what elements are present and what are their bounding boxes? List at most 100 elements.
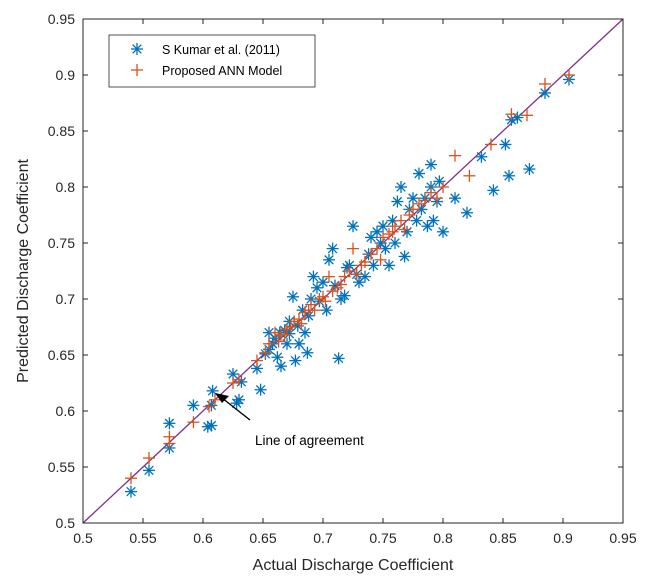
point-asterisk — [395, 181, 407, 193]
x-tick-label: 0.65 — [249, 530, 276, 546]
point-asterisk — [206, 384, 219, 397]
point-asterisk — [499, 138, 512, 151]
legend-marker-plus — [131, 64, 143, 76]
series-2 — [125, 69, 575, 485]
x-tick-label: 0.5 — [73, 530, 93, 546]
point-asterisk — [475, 150, 488, 163]
point-asterisk — [413, 167, 425, 180]
point-plus — [338, 270, 351, 283]
point-asterisk — [125, 485, 137, 498]
point-asterisk — [425, 158, 437, 171]
y-tick-label: 0.65 — [48, 347, 75, 363]
y-tick-label: 0.8 — [56, 179, 76, 195]
annotation-arrowhead — [215, 393, 229, 403]
point-plus — [308, 304, 321, 317]
point-asterisk — [205, 419, 218, 432]
point-plus — [187, 416, 200, 429]
point-plus — [143, 452, 155, 465]
y-tick-label: 0.55 — [48, 459, 75, 475]
point-plus — [389, 220, 401, 233]
point-asterisk — [359, 270, 371, 283]
point-asterisk — [338, 289, 351, 302]
point-asterisk — [281, 337, 293, 350]
point-plus — [449, 149, 461, 162]
point-plus — [278, 328, 291, 341]
y-tick-label: 0.95 — [48, 11, 75, 27]
x-axis-ticks: 0.5 0.55 0.6 0.65 0.7 0.75 0.8 0.85 0.9 0.95 — [73, 19, 637, 546]
point-asterisk — [401, 225, 413, 238]
point-asterisk — [301, 346, 314, 359]
point-asterisk — [332, 352, 345, 365]
point-plus — [563, 69, 575, 81]
point-asterisk — [287, 290, 299, 303]
point-plus — [288, 315, 301, 328]
y-axis-title: Predicted Discharge Coefficient — [15, 159, 32, 383]
point-asterisk — [427, 214, 440, 227]
point-asterisk — [271, 351, 284, 364]
point-plus — [485, 138, 497, 151]
point-plus — [374, 253, 387, 266]
point-plus — [365, 248, 377, 261]
point-asterisk — [461, 206, 473, 219]
point-asterisk — [143, 464, 155, 477]
annotation-text: Line of agreement — [255, 433, 364, 448]
x-tick-label: 0.95 — [609, 530, 636, 546]
point-plus — [251, 354, 263, 367]
point-plus — [407, 203, 419, 216]
x-tick-label: 0.7 — [313, 530, 333, 546]
x-axis-title: Actual Discharge Coefficient — [253, 557, 454, 574]
legend-box — [108, 34, 316, 88]
x-tick-label: 0.9 — [553, 530, 573, 546]
point-asterisk — [307, 270, 320, 283]
point-plus — [163, 437, 176, 450]
y-tick-label: 0.9 — [56, 67, 76, 83]
point-asterisk — [511, 111, 524, 124]
point-asterisk — [230, 397, 243, 410]
point-plus — [203, 400, 215, 413]
point-plus — [505, 108, 518, 121]
point-asterisk — [326, 242, 339, 255]
legend: S Kumar et al. (2011) Proposed ANN Model — [108, 34, 316, 88]
point-plus — [371, 242, 383, 255]
y-tick-label: 0.7 — [56, 291, 76, 307]
point-asterisk — [347, 220, 359, 233]
legend-label-series-2: Proposed ANN Model — [162, 64, 282, 78]
x-tick-label: 0.8 — [433, 530, 453, 546]
legend-label-series-1: S Kumar et al. (2011) — [162, 43, 280, 57]
point-asterisk — [251, 362, 263, 375]
point-asterisk — [163, 417, 176, 430]
point-asterisk — [389, 237, 401, 249]
point-plus — [539, 77, 551, 90]
data-points — [125, 69, 575, 498]
point-asterisk — [433, 175, 446, 188]
x-tick-label: 0.6 — [193, 530, 213, 546]
y-tick-label: 0.6 — [56, 403, 76, 419]
point-plus — [437, 181, 449, 193]
point-asterisk — [323, 253, 335, 266]
point-asterisk — [391, 195, 404, 208]
point-asterisk — [523, 163, 536, 176]
point-asterisk — [317, 276, 329, 289]
point-plus — [125, 472, 137, 485]
point-plus — [295, 317, 308, 330]
point-plus — [343, 265, 356, 277]
point-plus — [350, 268, 363, 281]
point-plus — [359, 256, 371, 269]
point-plus — [425, 186, 437, 199]
point-plus — [386, 225, 399, 238]
point-plus — [272, 335, 285, 348]
point-plus — [131, 64, 143, 76]
point-plus — [335, 278, 347, 291]
point-asterisk — [398, 250, 411, 263]
point-plus — [463, 169, 476, 182]
point-plus — [323, 270, 335, 283]
point-plus — [263, 337, 275, 350]
y-tick-label: 0.75 — [48, 235, 75, 251]
point-plus — [319, 295, 332, 308]
point-plus — [398, 223, 411, 236]
point-plus — [209, 393, 221, 406]
y-tick-label: 0.85 — [48, 123, 75, 139]
y-axis-ticks: 0.5 0.55 0.6 0.65 0.7 0.75 0.8 0.85 0.9 0.95 — [48, 11, 623, 531]
point-asterisk — [254, 383, 267, 396]
